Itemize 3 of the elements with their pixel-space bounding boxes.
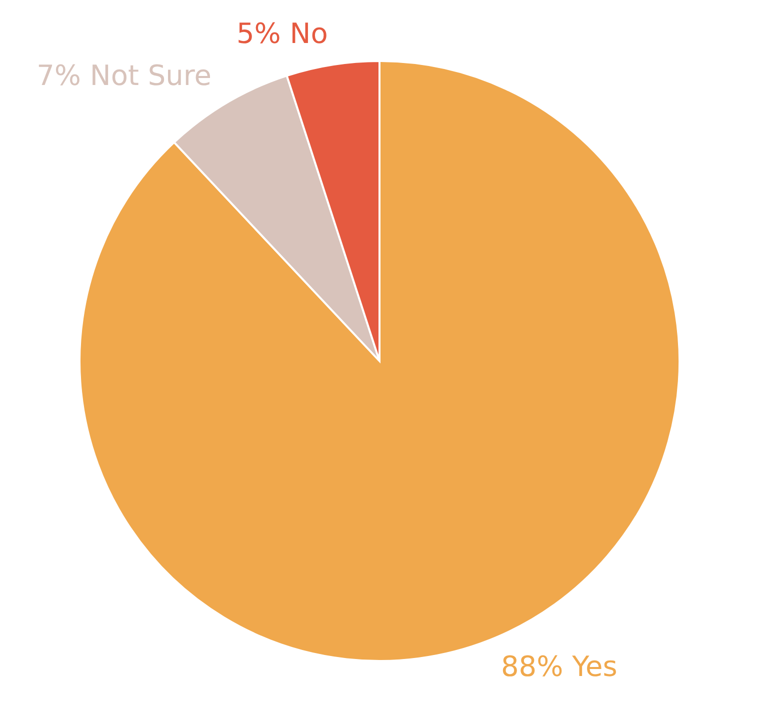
slice-label: 88% Yes [500,650,618,683]
slice-label: 5% No [236,17,328,50]
slice-label: 7% Not Sure [36,58,212,92]
